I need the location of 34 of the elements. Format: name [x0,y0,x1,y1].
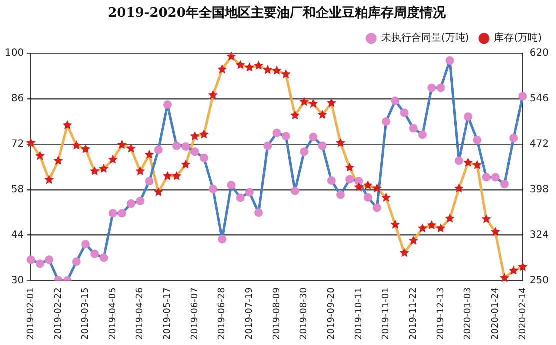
y-tick-label: 44 [11,230,24,241]
y2-tick-label: 398 [530,184,550,196]
x-tick-label: 2019-10-11 [354,288,364,340]
x-tick-label: 2019-11-22 [408,288,419,340]
x-tick-label: 2019-11-01 [382,288,392,340]
y2-tick-label: 546 [530,94,550,105]
legend-label: 未执行合同量(万吨) [381,32,470,44]
chart-title: 2019-2020年全国地区主要油厂和企业豆粕库存周度情况 [108,5,447,22]
y-tick-label: 86 [11,94,24,105]
y-tick-label: 30 [11,275,24,286]
x-tick-label: 2019-04-26 [136,287,146,340]
y2-tick-label: 250 [530,275,550,286]
x-tick-label: 2019-07-19 [245,287,256,340]
x-tick-label: 2019-08-09 [272,287,282,340]
x-tick-label: 2020-02-14 [518,287,528,340]
x-tick-label: 2020-01-24 [490,287,501,340]
y2-tick-label: 472 [530,139,550,150]
legend-label: 库存(万吨) [494,32,542,44]
y-tick-label: 72 [11,139,24,150]
y2-tick-label: 324 [530,230,550,241]
y-tick-label: 100 [4,48,24,60]
x-tick-label: 2019-08-30 [300,287,310,340]
x-tick-label: 2019-06-07 [190,288,200,340]
y2-tick-label: 620 [530,48,550,60]
x-tick-label: 2019-05-17 [163,288,174,340]
x-tick-label: 2019-02-22 [54,288,64,340]
x-tick-label: 2020-01-03 [464,288,474,340]
x-tick-label: 2019-12-13 [436,288,446,340]
x-tick-label: 2019-06-28 [218,287,228,340]
y-tick-label: 58 [11,184,24,196]
x-tick-label: 2019-09-20 [326,287,337,340]
x-tick-label: 2019-03-15 [81,288,92,340]
x-tick-label: 2019-04-05 [108,288,118,340]
x-tick-label: 2019-02-01 [26,288,36,340]
